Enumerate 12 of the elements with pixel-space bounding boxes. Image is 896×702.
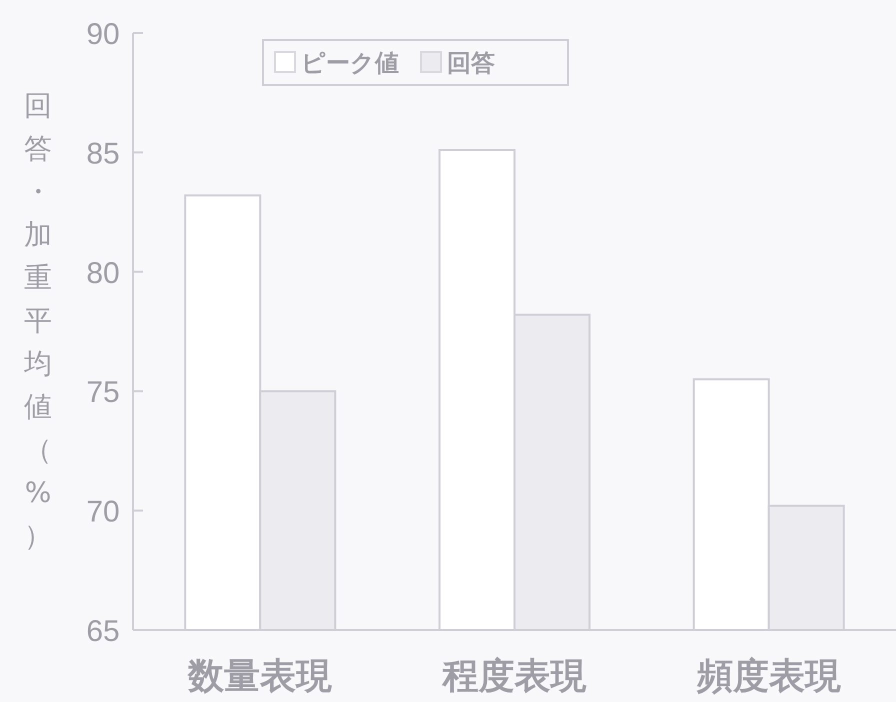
y-tick-label: 65 (86, 615, 120, 648)
x-tick-label: 程度表現 (442, 656, 586, 697)
y-tick-label: 85 (86, 137, 120, 170)
y-tick-label: 80 (86, 256, 120, 290)
y-tick-label: 75 (86, 376, 120, 410)
x-tick-label: 頻度表現 (696, 656, 841, 697)
y-tick-label: 90 (86, 18, 120, 51)
legend-label: ピーク値 (301, 49, 399, 77)
y-axis-title: 回答・加重平均値（%） (24, 89, 52, 552)
legend-label: 回答 (447, 49, 495, 77)
y-tick-label: 70 (86, 496, 120, 529)
x-tick-label: 数量表現 (187, 656, 332, 697)
